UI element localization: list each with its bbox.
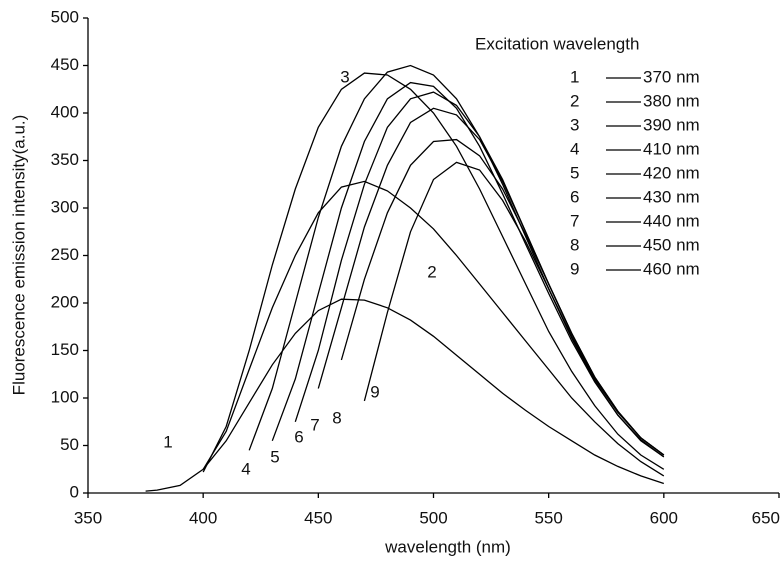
legend-label: 380 nm (643, 91, 700, 110)
curve-label: 6 (294, 427, 303, 446)
x-tick-label: 550 (534, 508, 562, 527)
y-tick-label: 400 (51, 102, 79, 121)
curve-label: 2 (427, 262, 436, 281)
curve-label: 9 (370, 382, 379, 401)
curve-label: 8 (332, 408, 341, 427)
legend-number: 9 (570, 259, 579, 278)
curve-label: 4 (241, 459, 250, 478)
spectrum-line (363, 161, 665, 456)
legend-label: 370 nm (643, 67, 700, 86)
x-tick-label: 600 (650, 508, 678, 527)
y-tick-label: 200 (51, 292, 79, 311)
legend-label: 440 nm (643, 211, 700, 230)
legend-label: 390 nm (643, 115, 700, 134)
legend-number: 8 (570, 235, 579, 254)
legend-number: 2 (570, 91, 579, 110)
spectrum-line (202, 180, 665, 477)
x-axis-label: wavelength (nm) (384, 537, 511, 556)
legend-label: 430 nm (643, 187, 700, 206)
legend-number: 1 (570, 67, 579, 86)
spectrum-line (248, 64, 665, 458)
legend-number: 6 (570, 187, 579, 206)
y-axis-label: Fluorescence emission intensity(a.u.) (9, 115, 28, 396)
curve-label: 5 (270, 447, 279, 466)
x-tick-label: 650 (752, 508, 780, 527)
curve-label: 1 (163, 432, 172, 451)
curve-label: 7 (310, 415, 319, 434)
y-tick-label: 100 (51, 387, 79, 406)
x-tick-label: 450 (304, 508, 332, 527)
spectrum-line (145, 298, 665, 492)
legend-label: 420 nm (643, 163, 700, 182)
x-tick-label: 500 (419, 508, 447, 527)
legend-number: 7 (570, 211, 579, 230)
y-tick-label: 250 (51, 245, 79, 264)
legend-number: 3 (570, 115, 579, 134)
x-tick-label: 350 (74, 508, 102, 527)
y-tick-label: 0 (70, 482, 79, 501)
spectrum-line (202, 72, 665, 473)
y-tick-label: 300 (51, 197, 79, 216)
spectrum-line (340, 138, 665, 456)
y-tick-label: 50 (60, 435, 79, 454)
legend-number: 4 (570, 139, 579, 158)
y-tick-label: 350 (51, 150, 79, 169)
legend-label: 460 nm (643, 259, 700, 278)
legend-number: 5 (570, 163, 579, 182)
curve-label: 3 (340, 67, 349, 86)
y-tick-label: 500 (51, 7, 79, 26)
legend-label: 410 nm (643, 139, 700, 158)
legend-label: 450 nm (643, 235, 700, 254)
legend-title: Excitation wavelength (475, 34, 639, 53)
y-tick-label: 150 (51, 340, 79, 359)
y-tick-label: 450 (51, 55, 79, 74)
x-tick-label: 400 (189, 508, 217, 527)
